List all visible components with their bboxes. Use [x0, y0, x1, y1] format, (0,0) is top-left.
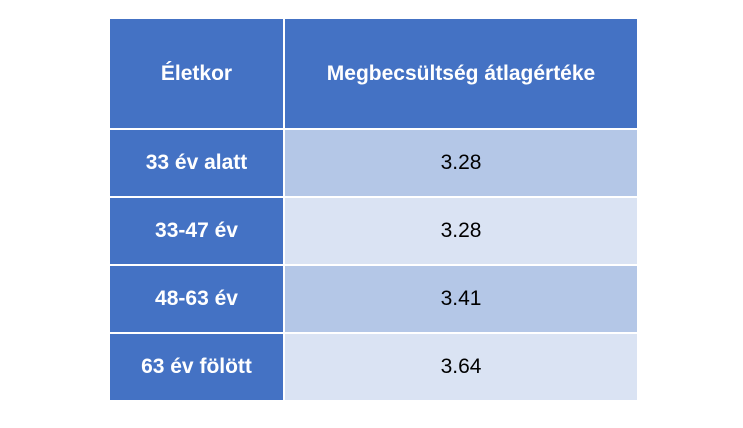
table-row: 48-63 év 3.41	[108, 264, 639, 334]
data-table: Életkor Megbecsültség átlagértéke 33 év a…	[108, 17, 639, 402]
table-body: 33 év alatt 3.28 33-47 év 3.28 48-63 év 3.41 6…	[108, 128, 639, 402]
row-label: 33-47 év	[108, 196, 285, 266]
value-cell: 3.64	[283, 332, 639, 402]
header-cell: Életkor	[108, 17, 285, 130]
header-cell: Megbecsültség átlagértéke	[283, 17, 639, 130]
table-row: 33 év alatt 3.28	[108, 128, 639, 198]
table-row: 63 év fölött 3.64	[108, 332, 639, 402]
row-label: 48-63 év	[108, 264, 285, 334]
value-cell: 3.28	[283, 128, 639, 198]
header-row: Életkor Megbecsültség átlagértéke	[108, 17, 639, 130]
row-label: 33 év alatt	[108, 128, 285, 198]
value-cell: 3.28	[283, 196, 639, 266]
value-cell: 3.41	[283, 264, 639, 334]
row-label: 63 év fölött	[108, 332, 285, 402]
table-row: 33-47 év 3.28	[108, 196, 639, 266]
